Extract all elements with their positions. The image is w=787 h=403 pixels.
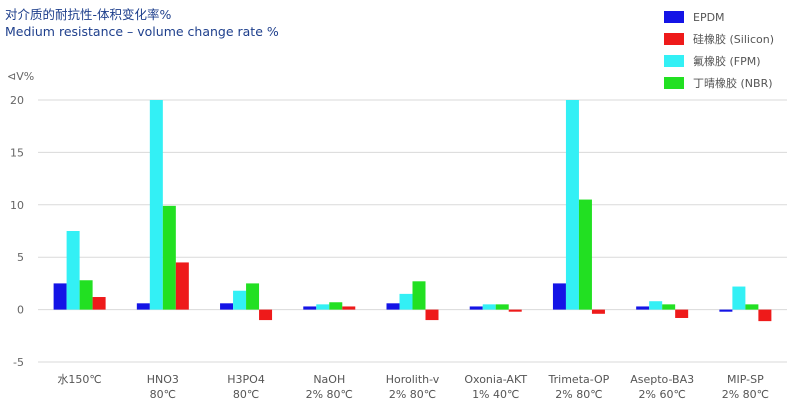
legend-swatch-epdm — [664, 11, 684, 23]
bar-silicon — [175, 262, 189, 310]
bar-silicon — [508, 309, 522, 312]
bar-epdm — [719, 309, 733, 312]
legend-item-nbr: 丁晴橡胶 (NBR) — [664, 72, 774, 94]
bar-fpm — [732, 286, 746, 310]
bar-fpm — [66, 231, 80, 310]
legend-label-silicon: 硅橡胶 (Silicon) — [693, 33, 774, 46]
bar-silicon — [758, 309, 772, 322]
bar-epdm — [636, 306, 650, 310]
bar-epdm — [552, 283, 566, 310]
x-tick-label: Asepto-BA3 — [630, 373, 694, 386]
chart-title: 对介质的耐抗性-体积变化率% Medium resistance – volum… — [5, 6, 279, 40]
bar-nbr — [162, 205, 176, 310]
bar-silicon — [259, 309, 273, 321]
bar-nbr — [329, 302, 343, 310]
bar-fpm — [649, 301, 663, 310]
x-tick-label: 1% 40℃ — [472, 388, 519, 401]
bar-fpm — [482, 304, 496, 310]
bar-silicon — [591, 309, 605, 314]
x-tick-label: 80℃ — [233, 388, 259, 401]
chart-legend: EPDM 硅橡胶 (Silicon) 氟橡胶 (FPM) 丁晴橡胶 (NBR) — [664, 6, 774, 94]
legend-label-epdm: EPDM — [693, 10, 725, 24]
bar-epdm — [469, 306, 483, 310]
legend-item-fpm: 氟橡胶 (FPM) — [664, 50, 774, 72]
legend-item-epdm: EPDM — [664, 6, 774, 28]
bar-nbr — [745, 304, 759, 310]
bar-fpm — [233, 290, 247, 310]
x-tick-label: MIP-SP — [727, 373, 764, 386]
x-tick-label: 2% 80℃ — [389, 388, 436, 401]
bar-nbr — [412, 281, 426, 310]
bar-fpm — [399, 293, 413, 310]
bar-nbr — [578, 199, 592, 310]
chart-title-zh: 对介质的耐抗性-体积变化率% — [5, 7, 172, 22]
bar-epdm — [136, 303, 150, 310]
chart-title-en: Medium resistance – volume change rate % — [5, 24, 279, 39]
bar-epdm — [386, 303, 400, 310]
x-tick-label: 2% 80℃ — [555, 388, 602, 401]
legend-swatch-silicon — [664, 33, 684, 45]
x-tick-label: H3PO4 — [227, 373, 265, 386]
x-tick-label: 2% 80℃ — [306, 388, 353, 401]
y-tick-label: 5 — [17, 251, 24, 264]
legend-swatch-nbr — [664, 77, 684, 89]
x-tick-label: 2% 80℃ — [722, 388, 769, 401]
x-tick-label: Horolith-v — [386, 373, 440, 386]
bar-fpm — [149, 100, 163, 310]
bar-fpm — [565, 100, 579, 310]
y-tick-label: 0 — [17, 304, 24, 317]
y-axis-unit-label: ⊲V% — [7, 70, 35, 83]
x-tick-label: HNO3 — [147, 373, 179, 386]
legend-label-nbr: 丁晴橡胶 (NBR) — [693, 77, 773, 90]
y-tick-label: 15 — [10, 146, 24, 159]
bar-nbr — [662, 304, 676, 310]
bar-epdm — [53, 283, 67, 310]
x-tick-label: 水150℃ — [57, 373, 101, 386]
x-tick-label: 2% 60℃ — [639, 388, 686, 401]
bar-silicon — [675, 309, 689, 318]
bar-silicon — [92, 297, 106, 310]
bar-silicon — [342, 306, 356, 310]
x-tick-label: Oxonia-AKT — [464, 373, 527, 386]
x-tick-label: 80℃ — [150, 388, 176, 401]
y-tick-label: 20 — [10, 94, 24, 107]
legend-label-fpm: 氟橡胶 (FPM) — [693, 55, 761, 68]
y-tick-label: 10 — [10, 199, 24, 212]
bar-nbr — [246, 283, 260, 310]
legend-item-silicon: 硅橡胶 (Silicon) — [664, 28, 774, 50]
bar-epdm — [303, 306, 317, 310]
legend-swatch-fpm — [664, 55, 684, 67]
x-tick-label: NaOH — [313, 373, 345, 386]
x-tick-label: Trimeta-OP — [548, 373, 610, 386]
bar-nbr — [495, 304, 509, 310]
bar-nbr — [79, 280, 93, 310]
bar-fpm — [316, 304, 330, 310]
bar-silicon — [425, 309, 439, 321]
bar-epdm — [220, 303, 234, 310]
y-tick-label: -5 — [13, 356, 24, 369]
